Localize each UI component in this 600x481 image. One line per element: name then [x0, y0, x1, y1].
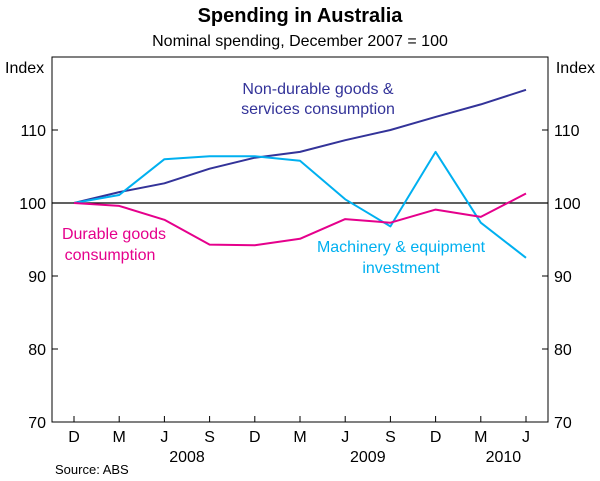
- y-tick-label-right: 100: [554, 196, 581, 213]
- series-line-2: [73, 192, 527, 247]
- y-tick-label-right: 110: [554, 123, 580, 140]
- x-tick-label: D: [430, 429, 442, 446]
- series-label-nondurable: Non-durable goods & services consumption: [241, 81, 395, 118]
- y-tick-label-left: 110: [20, 123, 46, 140]
- series-line-0: [73, 88, 527, 204]
- x-year-label: 2010: [486, 449, 522, 466]
- x-year-label: 2008: [169, 449, 205, 466]
- x-tick-label: J: [341, 429, 349, 446]
- y-tick-label-left: 80: [28, 342, 46, 359]
- series-line-1: [73, 150, 527, 259]
- series-label-durable-line2: consumption: [65, 247, 156, 264]
- source-note: Source: ABS: [55, 462, 129, 477]
- x-tick-label: D: [68, 429, 80, 446]
- series-lines: [73, 88, 527, 259]
- series-label-durable: Durable goods consumption: [62, 226, 166, 264]
- y-axis-title-left: Index: [5, 60, 44, 77]
- chart-title: Spending in Australia: [198, 5, 404, 27]
- y-tick-label-right: 70: [554, 415, 572, 432]
- x-tick-label: J: [522, 429, 530, 446]
- x-tick-label: S: [385, 429, 396, 446]
- series-label-nondurable-line1: Non-durable goods &: [242, 81, 394, 98]
- y-tick-label-right: 90: [554, 269, 572, 286]
- chart-subtitle: Nominal spending, December 2007 = 100: [152, 33, 448, 50]
- y-tick-label-left: 90: [28, 269, 46, 286]
- x-tick-label: J: [160, 429, 168, 446]
- x-year-label: 2009: [350, 449, 386, 466]
- y-axis-title-right: Index: [556, 60, 595, 77]
- x-tick-label: M: [113, 429, 126, 446]
- y-tick-label-left: 100: [19, 196, 46, 213]
- series-label-machinery-line1: Machinery & equipment: [317, 239, 486, 256]
- series-label-nondurable-line2: services consumption: [241, 101, 395, 118]
- x-tick-label: M: [474, 429, 487, 446]
- y-tick-label-right: 80: [554, 342, 572, 359]
- x-tick-label: S: [204, 429, 215, 446]
- x-tick-label: M: [293, 429, 306, 446]
- series-label-machinery-line2: investment: [362, 260, 440, 277]
- series-label-machinery: Machinery & equipment investment: [317, 239, 486, 277]
- x-tick-label: D: [249, 429, 261, 446]
- series-label-durable-line1: Durable goods: [62, 226, 166, 243]
- y-tick-label-left: 70: [28, 415, 46, 432]
